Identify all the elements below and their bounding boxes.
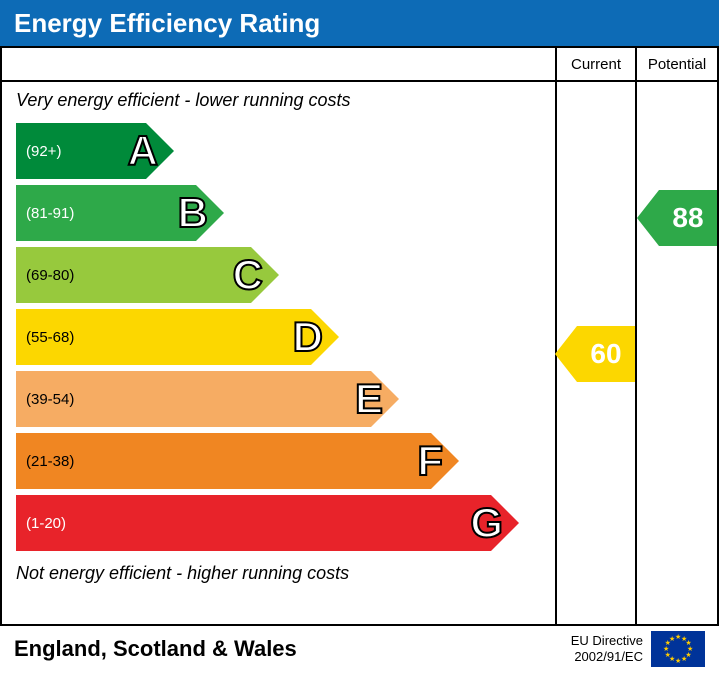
band-range: (39-54) bbox=[16, 391, 74, 408]
star-icon: ★ bbox=[681, 655, 687, 663]
band-letter: B bbox=[178, 189, 208, 237]
band-range: (21-38) bbox=[16, 453, 74, 470]
title-bar: Energy Efficiency Rating bbox=[0, 0, 719, 46]
band-d: (55-68) D bbox=[16, 309, 555, 365]
band-b: (81-91) B bbox=[16, 185, 555, 241]
band-letter: D bbox=[293, 313, 323, 361]
band-a: (92+) A bbox=[16, 123, 555, 179]
band-bar: (21-38)F bbox=[16, 433, 431, 489]
band-range: (81-91) bbox=[16, 205, 74, 222]
band-bar: (92+)A bbox=[16, 123, 146, 179]
potential-column: 88 bbox=[637, 82, 717, 626]
star-icon: ★ bbox=[675, 657, 681, 665]
band-letter: G bbox=[470, 499, 503, 547]
chart-body: Current Potential Very energy efficient … bbox=[0, 46, 719, 626]
bands-host: (92+) A (81-91) B (69-80) C (55-68) D (39-54) E (2… bbox=[2, 123, 555, 551]
band-g: (1-20) G bbox=[16, 495, 555, 551]
star-icon: ★ bbox=[669, 635, 675, 643]
caption-top: Very energy efficient - lower running co… bbox=[2, 90, 555, 117]
band-letter: C bbox=[233, 251, 263, 299]
band-f: (21-38) F bbox=[16, 433, 555, 489]
current-column: 60 bbox=[557, 82, 637, 626]
current-rating-marker: 60 bbox=[577, 326, 635, 382]
band-bar: (1-20)G bbox=[16, 495, 491, 551]
marker-arrow-icon bbox=[555, 326, 577, 382]
band-c: (69-80) C bbox=[16, 247, 555, 303]
directive-line1: EU Directive bbox=[571, 633, 643, 648]
eu-flag-icon: ★★★★★★★★★★★★ bbox=[651, 631, 705, 667]
header-row: Current Potential bbox=[2, 48, 717, 82]
band-range: (69-80) bbox=[16, 267, 74, 284]
band-range: (55-68) bbox=[16, 329, 74, 346]
col-header-current: Current bbox=[557, 48, 637, 80]
band-bar: (81-91)B bbox=[16, 185, 196, 241]
band-bar: (55-68)D bbox=[16, 309, 311, 365]
band-bar: (69-80)C bbox=[16, 247, 251, 303]
marker-arrow-icon bbox=[637, 190, 659, 246]
band-range: (92+) bbox=[16, 143, 61, 160]
potential-rating-marker: 88 bbox=[659, 190, 717, 246]
band-e: (39-54) E bbox=[16, 371, 555, 427]
directive-line2: 2002/91/EC bbox=[574, 649, 643, 664]
band-bar: (39-54)E bbox=[16, 371, 371, 427]
epc-chart: Energy Efficiency Rating Current Potenti… bbox=[0, 0, 719, 675]
footer: England, Scotland & Wales EU Directive 2… bbox=[0, 626, 719, 672]
footer-region: England, Scotland & Wales bbox=[14, 636, 571, 662]
band-letter: A bbox=[128, 127, 158, 175]
band-range: (1-20) bbox=[16, 515, 66, 532]
band-letter: F bbox=[417, 437, 443, 485]
col-header-potential: Potential bbox=[637, 48, 717, 80]
band-letter: E bbox=[355, 375, 383, 423]
bands-column: Very energy efficient - lower running co… bbox=[2, 82, 557, 626]
caption-bottom: Not energy efficient - higher running co… bbox=[2, 557, 555, 584]
body-row: Very energy efficient - lower running co… bbox=[2, 82, 717, 626]
footer-directive: EU Directive 2002/91/EC bbox=[571, 633, 651, 664]
header-spacer bbox=[2, 48, 557, 80]
